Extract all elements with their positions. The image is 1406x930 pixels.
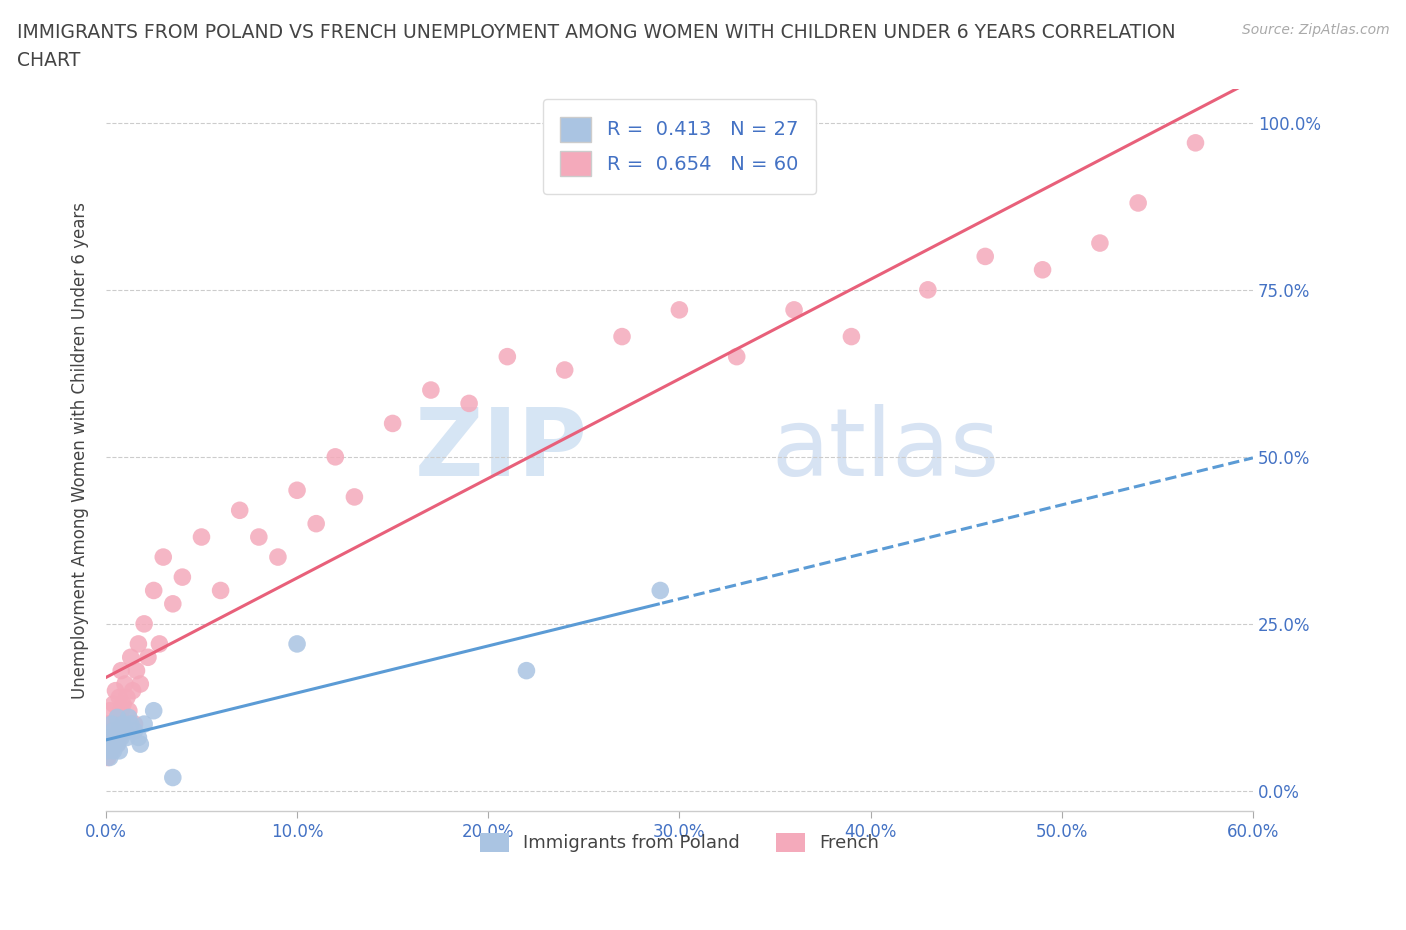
Point — [419, 382, 441, 397]
Point — [105, 710, 128, 724]
Point — [1088, 235, 1111, 250]
Point — [668, 302, 690, 317]
Point — [120, 650, 142, 665]
Point — [1032, 262, 1054, 277]
Point — [112, 724, 135, 738]
Point — [610, 329, 633, 344]
Point — [125, 663, 148, 678]
Point — [100, 743, 122, 758]
Point — [100, 724, 122, 738]
Point — [103, 697, 125, 711]
Point — [108, 690, 131, 705]
Point — [148, 636, 170, 651]
Point — [554, 363, 576, 378]
Point — [98, 737, 121, 751]
Point — [136, 650, 159, 665]
Point — [114, 676, 136, 691]
Point — [1126, 195, 1149, 210]
Point — [118, 710, 141, 724]
Point — [120, 717, 142, 732]
Point — [129, 737, 152, 751]
Point — [134, 717, 156, 732]
Point — [115, 730, 138, 745]
Point — [142, 583, 165, 598]
Point — [917, 283, 939, 298]
Point — [104, 684, 127, 698]
Point — [209, 583, 232, 598]
Point — [110, 663, 132, 678]
Point — [112, 697, 135, 711]
Point — [105, 737, 128, 751]
Point — [343, 489, 366, 504]
Point — [142, 703, 165, 718]
Point — [105, 710, 128, 724]
Point — [121, 684, 143, 698]
Point — [323, 449, 346, 464]
Point — [98, 730, 121, 745]
Point — [247, 529, 270, 544]
Point — [134, 617, 156, 631]
Point — [98, 751, 121, 765]
Point — [458, 396, 481, 411]
Point — [97, 743, 120, 758]
Point — [108, 730, 131, 745]
Point — [162, 596, 184, 611]
Point — [974, 249, 997, 264]
Point — [124, 717, 146, 732]
Point — [114, 717, 136, 732]
Point — [108, 724, 131, 738]
Point — [103, 724, 125, 738]
Point — [112, 717, 135, 732]
Legend: Immigrants from Poland, French: Immigrants from Poland, French — [472, 826, 886, 859]
Point — [162, 770, 184, 785]
Text: IMMIGRANTS FROM POLAND VS FRENCH UNEMPLOYMENT AMONG WOMEN WITH CHILDREN UNDER 6 : IMMIGRANTS FROM POLAND VS FRENCH UNEMPLO… — [17, 23, 1175, 42]
Point — [108, 743, 131, 758]
Text: atlas: atlas — [770, 405, 1000, 497]
Text: CHART: CHART — [17, 51, 80, 70]
Point — [1184, 136, 1206, 151]
Point — [305, 516, 328, 531]
Point — [381, 416, 404, 431]
Point — [104, 730, 127, 745]
Point — [98, 703, 121, 718]
Point — [104, 717, 127, 732]
Point — [129, 676, 152, 691]
Point — [725, 349, 748, 364]
Point — [285, 483, 308, 498]
Y-axis label: Unemployment Among Women with Children Under 6 years: Unemployment Among Women with Children U… — [72, 202, 89, 698]
Point — [97, 751, 120, 765]
Point — [152, 550, 174, 565]
Point — [496, 349, 519, 364]
Point — [103, 730, 125, 745]
Point — [783, 302, 806, 317]
Point — [285, 636, 308, 651]
Point — [118, 703, 141, 718]
Point — [110, 703, 132, 718]
Point — [127, 730, 149, 745]
Point — [267, 550, 290, 565]
Point — [841, 329, 863, 344]
Point — [110, 730, 132, 745]
Point — [515, 663, 537, 678]
Point — [650, 583, 672, 598]
Point — [97, 717, 120, 732]
Point — [172, 570, 194, 585]
Point — [100, 737, 122, 751]
Point — [228, 503, 250, 518]
Text: ZIP: ZIP — [415, 405, 588, 497]
Point — [127, 636, 149, 651]
Point — [105, 737, 128, 751]
Point — [115, 690, 138, 705]
Point — [124, 724, 146, 738]
Point — [114, 724, 136, 738]
Text: Source: ZipAtlas.com: Source: ZipAtlas.com — [1241, 23, 1389, 37]
Point — [100, 717, 122, 732]
Point — [190, 529, 212, 544]
Point — [103, 743, 125, 758]
